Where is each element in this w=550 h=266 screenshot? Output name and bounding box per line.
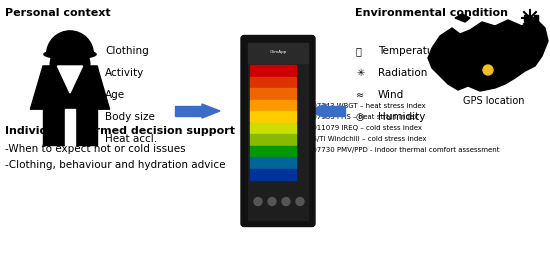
- Polygon shape: [455, 14, 470, 22]
- Bar: [43, 66, 97, 109]
- Text: -When to expect hot or cold issues: -When to expect hot or cold issues: [5, 144, 186, 154]
- Bar: [250, 88, 296, 99]
- Circle shape: [268, 197, 276, 206]
- Bar: [75, 109, 97, 145]
- Text: 🌡: 🌡: [356, 46, 362, 56]
- Circle shape: [483, 65, 493, 75]
- Polygon shape: [57, 66, 82, 93]
- Ellipse shape: [44, 50, 96, 59]
- Text: ≈: ≈: [356, 90, 364, 100]
- Bar: [248, 43, 308, 219]
- Text: ISO11079 IREQ – cold stess index: ISO11079 IREQ – cold stess index: [305, 125, 422, 131]
- Text: Activity: Activity: [105, 68, 144, 78]
- Text: Age: Age: [105, 90, 125, 100]
- FancyBboxPatch shape: [241, 35, 315, 227]
- Bar: [175, 106, 202, 116]
- Text: Personal context: Personal context: [5, 8, 111, 18]
- Bar: [250, 146, 296, 156]
- Circle shape: [296, 197, 304, 206]
- Text: ClimApp: ClimApp: [270, 51, 287, 55]
- Text: ISO7933 PHS – heat strain index: ISO7933 PHS – heat strain index: [305, 114, 418, 120]
- Text: -Clothing, behaviour and hydration advice: -Clothing, behaviour and hydration advic…: [5, 160, 225, 170]
- Bar: [250, 123, 296, 134]
- Text: ISO7243 WBGT – heat stress index: ISO7243 WBGT – heat stress index: [305, 103, 426, 109]
- Bar: [250, 134, 296, 145]
- Bar: [250, 168, 296, 180]
- Text: Wind: Wind: [378, 90, 404, 100]
- Bar: [250, 65, 296, 76]
- Text: Humidity: Humidity: [378, 112, 425, 122]
- Circle shape: [282, 197, 290, 206]
- Text: Radiation: Radiation: [378, 68, 427, 78]
- Bar: [250, 99, 296, 110]
- Bar: [534, 15, 538, 21]
- Circle shape: [50, 44, 90, 84]
- Polygon shape: [268, 74, 288, 96]
- Polygon shape: [308, 104, 326, 118]
- Text: ISO7730 PMV/PPD - indoor thermal comfort assessment: ISO7730 PMV/PPD - indoor thermal comfort…: [305, 147, 499, 153]
- Text: Environmental condition: Environmental condition: [355, 8, 508, 18]
- Bar: [326, 106, 345, 116]
- Text: Body size: Body size: [105, 112, 155, 122]
- Polygon shape: [202, 104, 220, 118]
- Text: Clothing: Clothing: [105, 46, 148, 56]
- Polygon shape: [30, 66, 109, 109]
- Bar: [64, 109, 75, 145]
- Wedge shape: [47, 31, 94, 54]
- Bar: [250, 111, 296, 122]
- Text: Individual informed decision support: Individual informed decision support: [5, 126, 235, 136]
- Text: ✳: ✳: [356, 68, 364, 78]
- Polygon shape: [428, 18, 548, 91]
- Bar: [43, 109, 64, 145]
- Circle shape: [254, 197, 262, 206]
- Text: Temperature: Temperature: [378, 46, 444, 56]
- Bar: [524, 15, 528, 21]
- Text: ◎: ◎: [356, 112, 365, 122]
- Bar: [250, 157, 296, 168]
- Bar: [250, 77, 296, 88]
- Bar: [248, 43, 308, 63]
- Text: JAG/TI Windchill – cold stress index: JAG/TI Windchill – cold stress index: [305, 136, 426, 142]
- Bar: [271, 74, 285, 223]
- Text: Heat accl.: Heat accl.: [105, 134, 157, 144]
- Text: GPS location: GPS location: [463, 96, 525, 106]
